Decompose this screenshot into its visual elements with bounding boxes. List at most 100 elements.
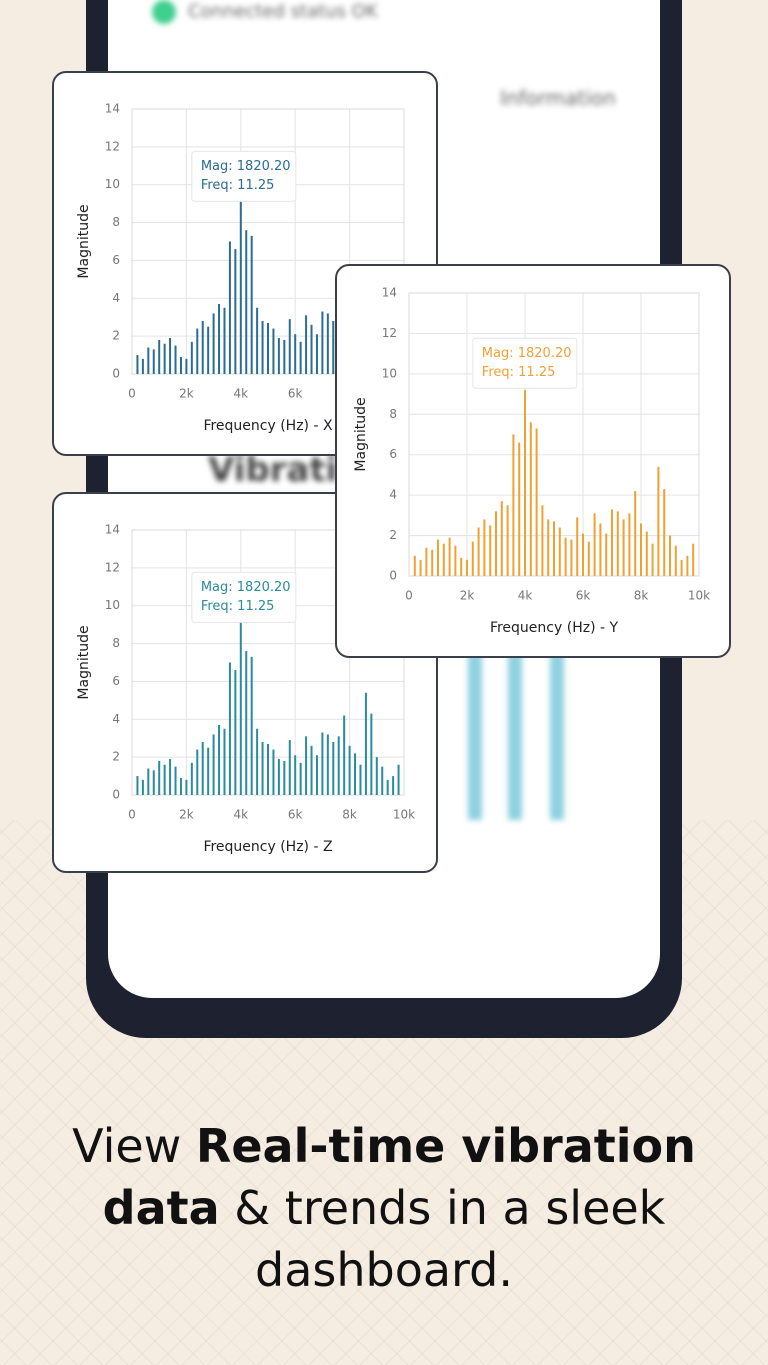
bar <box>348 745 351 795</box>
tooltip-text: Freq: 11.25 <box>201 178 275 193</box>
bar <box>500 501 503 576</box>
bar <box>147 768 150 795</box>
y-tick-label: 14 <box>105 102 120 116</box>
bar <box>454 545 457 576</box>
y-tick-label: 10 <box>105 177 120 191</box>
caption-bold: Real-time vibration data <box>102 1119 696 1235</box>
bar <box>599 523 602 576</box>
bar <box>228 241 231 374</box>
bar <box>370 713 373 795</box>
x-tick-label: 6k <box>288 387 303 401</box>
chart: 0 2 4 6 8 10 12 14 0 2k 4k 6k 8k 10k Frequency (Hz) - … <box>353 286 710 637</box>
x-tick-label: 4k <box>234 387 249 401</box>
bar <box>645 531 648 576</box>
bar <box>321 732 324 795</box>
y-tick-label: 4 <box>112 712 120 726</box>
bar <box>332 742 335 795</box>
x-tick-label: 8k <box>634 589 649 603</box>
y-tick-label: 8 <box>112 215 120 229</box>
tooltip-box <box>472 337 578 389</box>
y-tick-label: 10 <box>105 598 120 612</box>
bar <box>179 777 182 795</box>
bar <box>250 235 253 374</box>
tooltip-text: Mag: 1820.20 <box>482 346 572 361</box>
x-tick-label: 2k <box>179 387 194 401</box>
bar <box>196 749 199 795</box>
y-tick-label: 12 <box>105 560 120 574</box>
bar <box>272 328 275 374</box>
bar <box>218 303 221 374</box>
y-tick-label: 6 <box>389 447 397 461</box>
bar <box>332 321 335 374</box>
bar <box>616 511 619 576</box>
bar <box>152 770 155 795</box>
y-axis-label: Magnitude <box>76 204 92 278</box>
bar <box>267 743 269 795</box>
bar <box>163 764 166 795</box>
bar <box>547 519 550 576</box>
bar <box>169 338 172 374</box>
bar <box>651 543 654 576</box>
bar <box>310 745 313 795</box>
bar <box>299 762 302 795</box>
bar <box>587 541 590 576</box>
bg-bar <box>468 650 482 820</box>
y-tick-label: 12 <box>382 326 397 340</box>
bg-bar <box>508 650 522 820</box>
bar <box>663 489 666 576</box>
bar <box>267 322 269 374</box>
bar <box>471 541 474 576</box>
tooltip-text: Freq: 11.25 <box>201 599 275 614</box>
bar <box>174 345 177 374</box>
x-tick-label: 2k <box>179 808 194 822</box>
y-tick-label: 0 <box>112 788 120 802</box>
x-tick-label: 10k <box>393 808 415 822</box>
bar <box>640 523 642 576</box>
bar <box>294 755 297 795</box>
bar <box>354 753 357 795</box>
bar <box>207 747 210 795</box>
bar <box>477 527 480 576</box>
tab-label: Information <box>500 86 616 110</box>
bar <box>283 760 286 795</box>
bg-bar <box>550 650 564 820</box>
bar <box>201 321 204 374</box>
bar <box>234 249 237 374</box>
bar <box>628 513 631 576</box>
bar <box>337 736 340 795</box>
tooltip-box <box>191 571 297 623</box>
bar <box>570 539 573 576</box>
bar <box>163 343 166 374</box>
bar <box>413 555 416 576</box>
bar <box>223 728 226 795</box>
bar <box>541 505 544 576</box>
bar <box>152 349 155 374</box>
bar <box>158 760 161 795</box>
bar <box>326 734 329 795</box>
y-tick-label: 6 <box>112 674 120 688</box>
tooltip-text: Freq: 11.25 <box>482 365 556 380</box>
bar <box>489 525 492 576</box>
bar <box>558 527 561 576</box>
bar <box>506 505 509 576</box>
bar <box>190 341 193 374</box>
bar <box>305 736 308 795</box>
bar <box>207 326 210 374</box>
x-tick-label: 2k <box>460 589 475 603</box>
bar <box>239 620 242 795</box>
bar <box>622 519 625 576</box>
bar <box>185 779 188 795</box>
bar <box>448 537 451 576</box>
bar <box>582 533 584 576</box>
bar <box>495 511 497 576</box>
bar <box>158 339 161 374</box>
bar <box>272 749 275 795</box>
bar <box>141 779 144 795</box>
bar <box>460 557 463 576</box>
y-tick-label: 10 <box>382 366 397 380</box>
y-tick-label: 8 <box>112 636 120 650</box>
bar <box>657 466 660 576</box>
bar <box>553 521 555 576</box>
bar <box>228 662 231 795</box>
